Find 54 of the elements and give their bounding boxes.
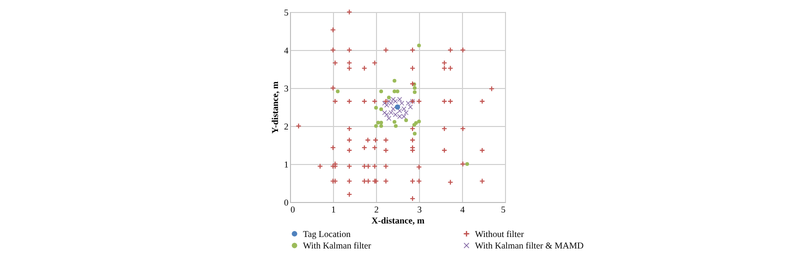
point xyxy=(374,124,378,128)
point xyxy=(402,114,406,119)
point xyxy=(336,90,340,94)
point xyxy=(412,132,417,136)
point xyxy=(387,96,391,100)
x-tick-label: 5 xyxy=(501,204,506,214)
point xyxy=(388,110,394,116)
y-tick-label: 4 xyxy=(284,46,289,56)
point xyxy=(397,108,402,114)
point xyxy=(390,106,396,112)
x-tick-label: 2 xyxy=(374,204,379,214)
legend-label: With Kalman filter & MAMD xyxy=(475,240,584,250)
y-tick-label: 3 xyxy=(284,84,289,94)
point xyxy=(406,100,411,106)
legend-label: Tag Location xyxy=(303,228,352,239)
point xyxy=(465,162,470,166)
point xyxy=(376,120,380,124)
point xyxy=(394,124,398,128)
point xyxy=(379,124,384,128)
point xyxy=(374,106,378,110)
y-axis-title: Y-distance, m xyxy=(270,80,280,134)
x-tick-label: 3 xyxy=(417,204,422,214)
point xyxy=(417,44,421,48)
x-tick-label: 1 xyxy=(331,204,336,214)
point xyxy=(417,120,421,124)
point xyxy=(396,90,400,94)
x-tick-label: 4 xyxy=(460,204,466,214)
point xyxy=(379,107,384,112)
x-tick-label: 0 xyxy=(290,204,296,214)
point xyxy=(412,90,417,94)
point xyxy=(397,114,402,119)
y-tick-label: 2 xyxy=(284,122,288,132)
y-tick-label: 1 xyxy=(284,160,288,170)
y-tick-label: 0 xyxy=(284,198,289,208)
x-axis-title: X-distance, m xyxy=(372,216,425,226)
point xyxy=(392,78,396,83)
point xyxy=(404,110,408,116)
point xyxy=(408,104,413,110)
point xyxy=(379,90,384,94)
point xyxy=(393,112,398,117)
point xyxy=(384,102,390,108)
point xyxy=(397,97,402,102)
legend-label: With Kalman filter xyxy=(303,240,372,250)
point xyxy=(382,110,387,116)
point xyxy=(392,120,396,124)
point xyxy=(412,86,417,90)
point xyxy=(394,104,400,110)
point xyxy=(379,120,384,124)
point xyxy=(404,118,408,122)
point xyxy=(392,90,396,94)
y-tick-label: 5 xyxy=(284,8,289,18)
legend-label: Without filter xyxy=(475,228,524,239)
point xyxy=(402,106,406,112)
point xyxy=(393,98,398,104)
